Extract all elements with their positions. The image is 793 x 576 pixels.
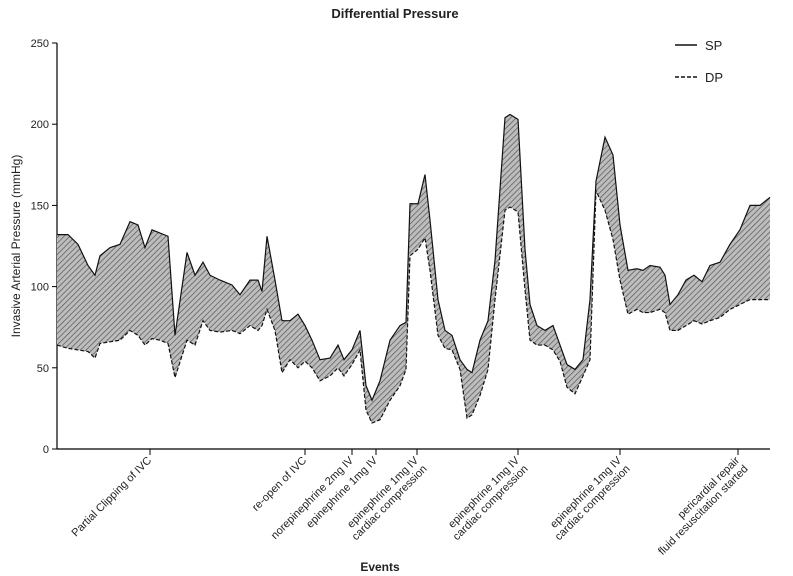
- y-tick-label: 50: [37, 363, 49, 375]
- chart-title: Differential Pressure: [331, 6, 458, 21]
- legend-label: DP: [705, 70, 723, 85]
- difference-band: [57, 114, 770, 424]
- legend-label: SP: [705, 38, 722, 53]
- y-tick-label: 250: [31, 38, 49, 50]
- x-tick-label: cardiac compression: [553, 463, 633, 543]
- x-tick-label: epinephrine 1mg IV: [345, 454, 421, 530]
- x-axis-label: Events: [360, 560, 400, 574]
- x-tick-label: fluid resuscitation started: [656, 463, 751, 558]
- y-axis-label: Invasive Arterial Pressure (mmHg): [9, 155, 23, 338]
- x-tick-label: cardiac compression: [451, 463, 531, 543]
- y-tick-label: 200: [31, 119, 49, 131]
- series-line: [57, 113, 771, 402]
- series-line: [56, 190, 770, 424]
- y-tick-label: 0: [43, 444, 49, 456]
- y-tick-label: 150: [31, 200, 49, 212]
- x-tick-label: Partial Clipping of IVC: [70, 455, 155, 540]
- y-tick-label: 100: [31, 282, 49, 294]
- x-tick-label: epinephrine 1mg IV: [548, 454, 624, 530]
- x-tick-label: epinephrine 1mg IV: [446, 454, 522, 530]
